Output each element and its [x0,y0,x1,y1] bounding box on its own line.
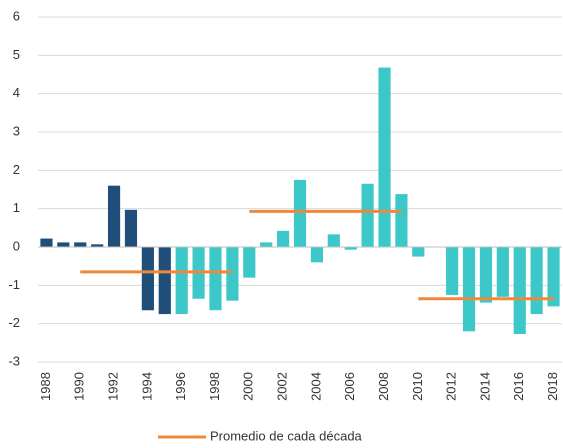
x-tick-label: 2000 [241,372,256,401]
x-tick-label: 1990 [72,372,87,401]
bar [479,247,493,303]
y-tick-label: 4 [13,85,20,100]
bar [74,242,87,247]
bar [496,247,509,297]
bar [175,247,188,315]
x-tick-label: 2006 [342,372,357,401]
bar [395,194,408,247]
x-tick-label: 2002 [275,372,290,401]
bar [243,247,256,278]
x-tick-label: 2008 [376,372,391,401]
x-tick-label: 2010 [410,372,425,401]
bar [378,67,391,247]
y-tick-label: 1 [13,200,20,215]
bar [462,247,476,332]
legend-label: Promedio de cada década [210,428,363,443]
x-tick-label: 2016 [511,372,526,401]
x-tick-label: 1996 [173,372,188,401]
bar [327,234,340,247]
bar [57,242,70,247]
y-tick-label: 5 [13,47,20,62]
x-tick-label: 1988 [38,372,53,401]
x-tick-label: 1998 [207,372,222,401]
y-tick-label: -3 [8,353,20,368]
bar [547,247,560,307]
bar [107,185,121,247]
bar [344,247,357,250]
x-tick-label: 2018 [545,372,560,401]
bar [260,242,273,247]
bar [124,209,138,247]
bar [277,230,290,247]
bar [310,247,323,263]
y-tick-label: 3 [13,123,20,138]
bar [158,247,171,315]
bar [446,247,459,295]
bar [513,247,526,335]
y-tick-label: 2 [13,162,20,177]
x-tick-label: 1992 [106,372,121,401]
y-tick-label: -1 [8,277,20,292]
x-tick-label: 2014 [477,372,492,401]
x-tick-label: 2012 [444,372,459,401]
bar [141,247,154,311]
x-tick-label: 1994 [139,372,154,401]
y-tick-label: 6 [13,8,20,23]
bar [91,244,104,247]
bar [209,247,222,311]
bar [293,179,307,247]
bar [361,183,374,247]
bar [412,247,425,257]
bar [40,238,53,247]
x-tick-label: 2004 [308,372,323,401]
bar [530,247,543,315]
y-tick-label: 0 [13,238,20,253]
bar [226,247,239,301]
y-tick-label: -2 [8,315,20,330]
